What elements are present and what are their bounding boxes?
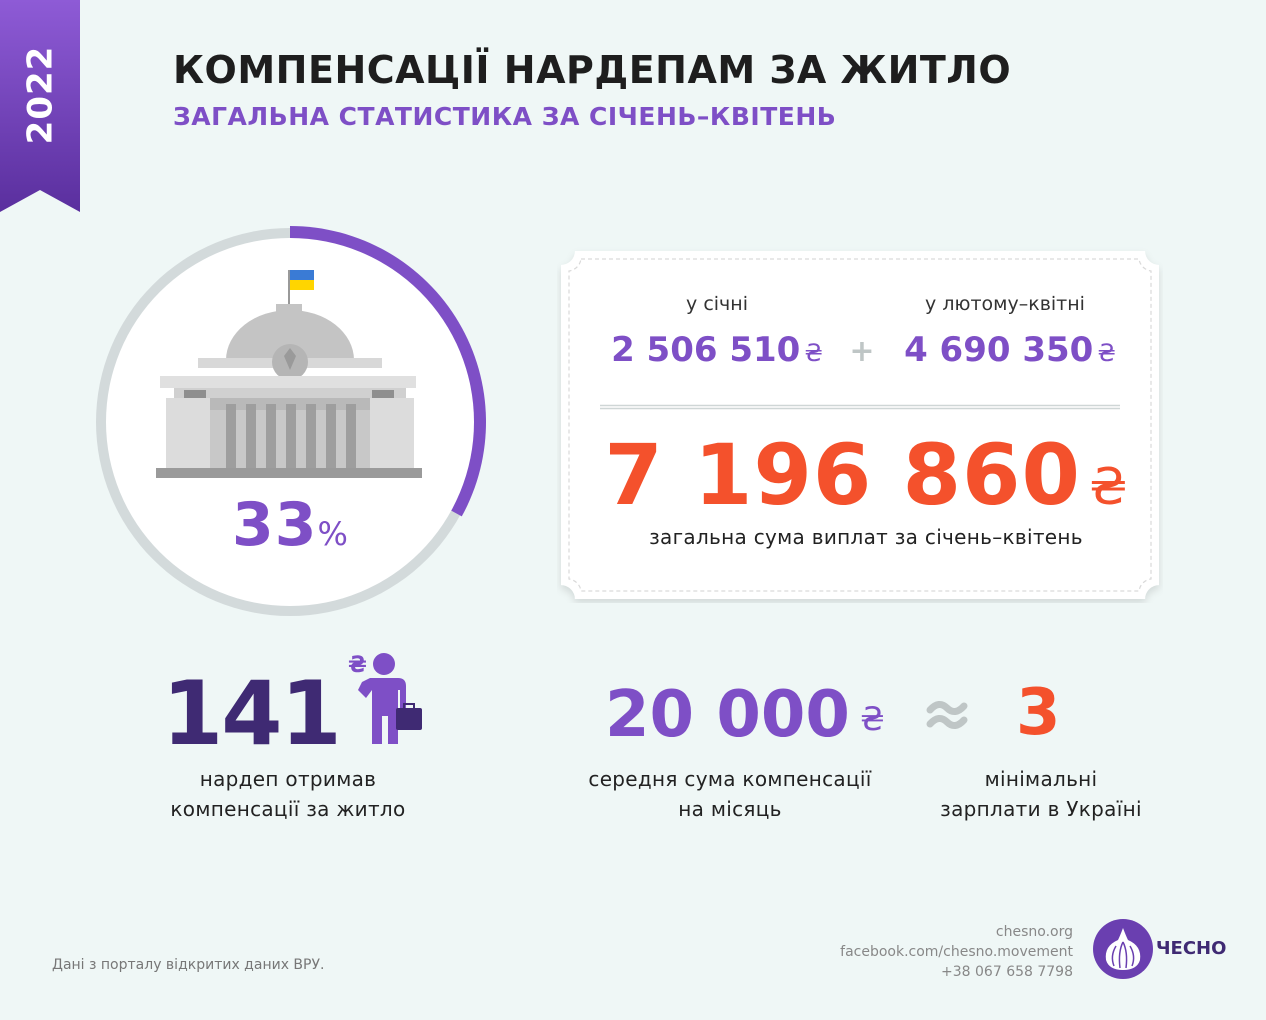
mps-text-line-2: компенсації за житло (170, 797, 406, 821)
year-label: 2022 (20, 45, 61, 145)
parliament-building-icon (156, 270, 422, 478)
min-text-line-1: мінімальні (984, 767, 1098, 791)
approximately-equal-icon (926, 701, 968, 729)
share-value: 33 (232, 490, 318, 560)
brand-name: ЧЕСНО (1156, 938, 1227, 959)
mps-count: 141 (162, 662, 342, 765)
percent-sign: % (317, 515, 348, 553)
contacts: chesno.org facebook.com/chesno.movement … (820, 922, 1073, 982)
page-title: КОМПЕНСАЦІЇ НАРДЕПАМ ЗА ЖИТЛО (173, 48, 1012, 92)
data-source-note: Дані з порталу відкритих даних ВРУ. (52, 957, 325, 973)
currency-sign: ₴ (1088, 458, 1128, 516)
svg-text:₴: ₴ (348, 653, 367, 678)
payments-card (561, 251, 1159, 599)
feb-apr-amount-block: 4 690 350 ₴ (880, 330, 1140, 370)
feb-apr-amount: 4 690 350 (904, 330, 1094, 370)
total-label: загальна сума виплат за січень–квітень (649, 525, 1083, 549)
avg-text-line-2: на місяць (678, 797, 782, 821)
share-donut (96, 226, 487, 616)
january-amount: 2 506 510 (611, 330, 801, 370)
min-wages-count: 3 (1016, 676, 1061, 750)
currency-sign: ₴ (1097, 339, 1116, 367)
feb-apr-label: у лютому–квітні (925, 293, 1085, 315)
website-link[interactable]: chesno.org (995, 924, 1073, 940)
mps-description: нардеп отримав компенсації за житло (138, 764, 438, 824)
mps-text-line-1: нардеп отримав (199, 767, 377, 791)
avg-amount: 20 000 (605, 678, 850, 752)
phone-number: +38 067 658 7798 (941, 964, 1073, 980)
plus-sign: + (849, 334, 875, 369)
currency-sign: ₴ (860, 700, 885, 738)
chesno-garlic-logo-icon (1093, 919, 1153, 979)
total-amount: 7 196 860 (604, 426, 1081, 524)
currency-sign: ₴ (804, 339, 823, 367)
january-label: у січні (686, 293, 748, 315)
avg-description: середня сума компенсації на місяць (560, 764, 900, 824)
min-wages-description: мінімальні зарплати в Україні (916, 764, 1166, 824)
year-ribbon: 2022 (0, 0, 80, 212)
share-percentage: 33% (90, 490, 490, 560)
min-text-line-2: зарплати в Україні (940, 797, 1142, 821)
total-amount-block: 7 196 860 ₴ (563, 426, 1169, 524)
page-subtitle: ЗАГАЛЬНА СТАТИСТИКА ЗА СІЧЕНЬ–КВІТЕНЬ (173, 102, 837, 131)
january-amount-block: 2 506 510 ₴ (592, 330, 842, 370)
facebook-link[interactable]: facebook.com/chesno.movement (840, 944, 1073, 960)
divider (600, 404, 1120, 410)
ribbon-shape (0, 0, 80, 212)
avg-text-line-1: середня сума компенсації (588, 767, 872, 791)
person-with-briefcase-icon: ₴ (348, 653, 422, 744)
